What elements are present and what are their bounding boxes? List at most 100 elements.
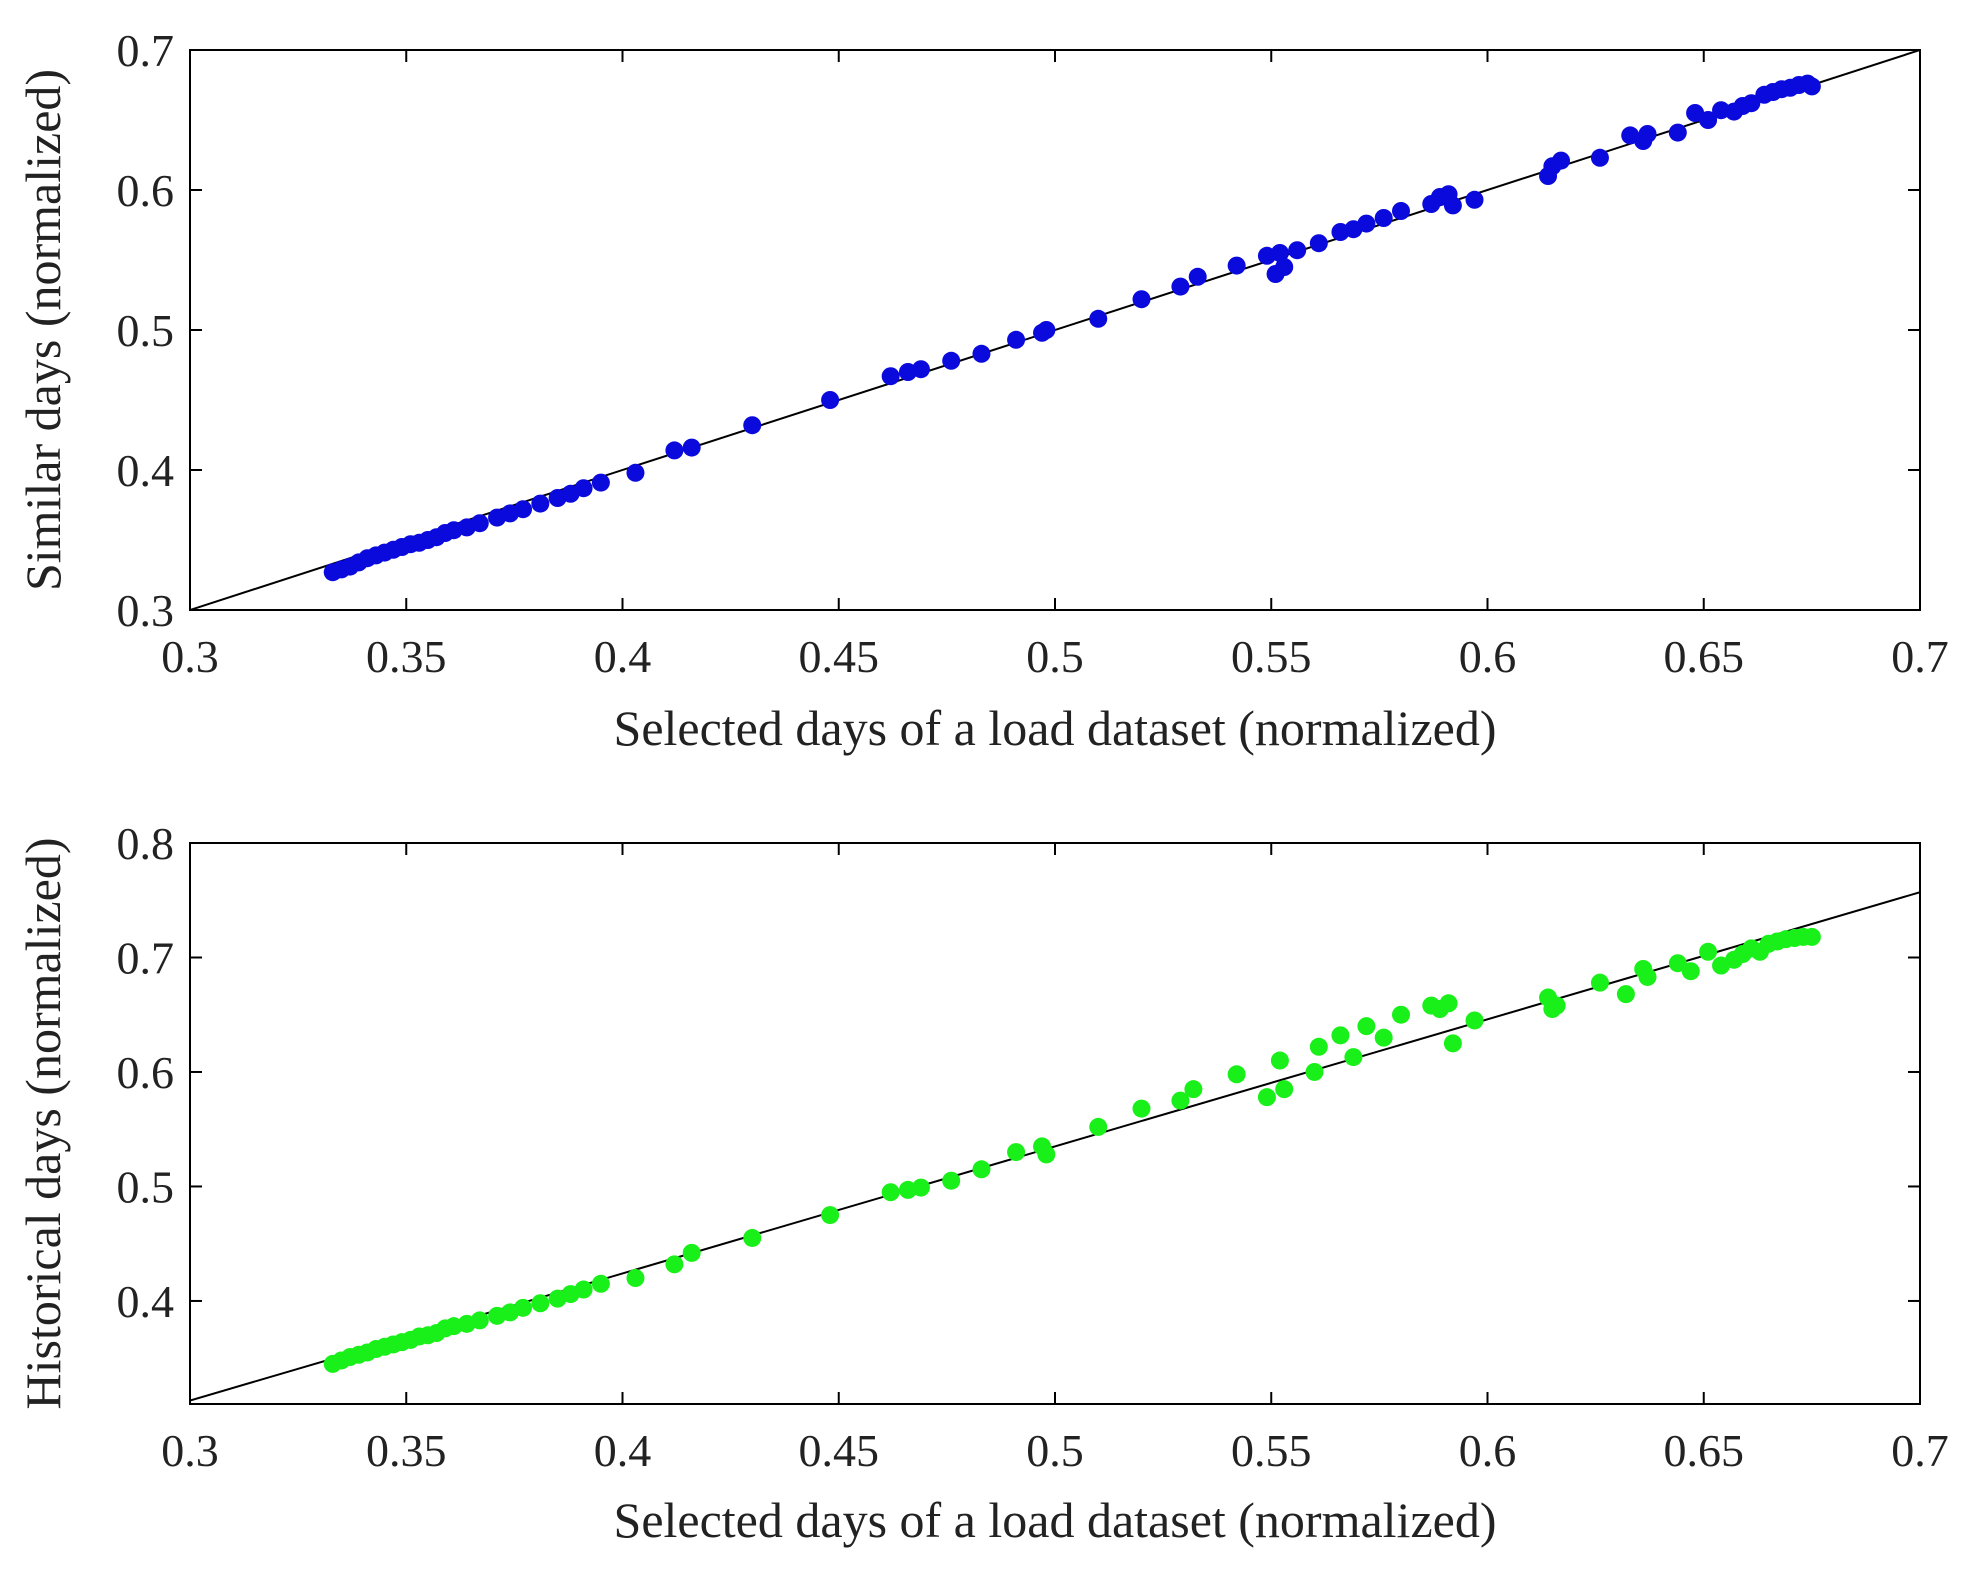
top-scatter-point — [1132, 290, 1151, 309]
top-scatter-point — [682, 438, 701, 457]
top-x-tick-label: 0.35 — [366, 631, 447, 682]
bottom-scatter-point — [1590, 973, 1609, 992]
top-scatter-point — [743, 416, 762, 435]
top-x-axis-label: Selected days of a load dataset (normali… — [614, 700, 1497, 756]
top-scatter-point — [1443, 196, 1462, 215]
top-scatter-point — [1275, 258, 1294, 276]
top-scatter-point — [574, 479, 593, 498]
bottom-scatter-point — [1681, 962, 1700, 981]
top-y-tick-label: 0.7 — [117, 25, 175, 76]
bottom-scatter-point — [1699, 942, 1718, 961]
bottom-scatter-point — [911, 1178, 930, 1197]
top-scatter-point — [1089, 309, 1108, 328]
bottom-scatter-point — [1374, 1028, 1393, 1047]
bottom-y-tick-label: 0.8 — [117, 818, 175, 869]
top-scatter-point — [1465, 190, 1484, 209]
top-scatter-point — [942, 351, 961, 370]
top-scatter-point — [531, 494, 550, 513]
top-scatter-point — [821, 391, 840, 409]
bottom-scatter-point — [1227, 1065, 1246, 1084]
top-scatter-point — [1188, 267, 1207, 286]
top-scatter-point — [1007, 330, 1026, 349]
top-scatter-point — [1668, 123, 1687, 142]
bottom-x-tick-label: 0.5 — [1026, 1425, 1084, 1476]
bottom-scatter-point — [1037, 1145, 1056, 1164]
top-scatter-point — [1552, 151, 1571, 170]
bottom-x-tick-label: 0.35 — [366, 1425, 447, 1476]
top-scatter-point — [1357, 214, 1376, 233]
bottom-scatter-point — [1007, 1143, 1026, 1162]
top-scatter-point — [1712, 101, 1731, 120]
bottom-x-axis-label: Selected days of a load dataset (normali… — [614, 1492, 1497, 1548]
top-scatter-point — [1392, 202, 1410, 220]
bottom-scatter-point — [665, 1255, 684, 1274]
bottom-scatter-point — [626, 1269, 645, 1288]
bottom-scatter-point — [1668, 954, 1687, 973]
bottom-scatter-point — [514, 1298, 533, 1317]
bottom-scatter-point — [1132, 1099, 1151, 1118]
bottom-scatter-point — [743, 1228, 762, 1247]
top-scatter-point — [881, 367, 900, 386]
bottom-y-tick-label: 0.4 — [117, 1276, 175, 1327]
bottom-scatter-point — [1638, 967, 1657, 986]
top-scatter-point — [665, 441, 684, 460]
top-y-tick-label: 0.4 — [117, 445, 175, 496]
bottom-scatter-point — [1257, 1088, 1276, 1107]
top-y-tick-label: 0.5 — [117, 305, 175, 356]
bottom-scatter-point — [1305, 1062, 1324, 1081]
bottom-scatter-point — [1270, 1051, 1289, 1070]
bottom-scatter-point — [1275, 1080, 1294, 1099]
top-plot-area — [190, 50, 1920, 610]
chart-bottom-historical-days: 0.3 0.35 0.4 0.45 0.5 0.55 0.6 0.65 0.7 0.4 0.5 0.6… — [15, 818, 1949, 1548]
bottom-scatter-point — [821, 1206, 840, 1225]
top-scatter-point — [911, 360, 930, 379]
top-scatter-point — [1171, 277, 1190, 296]
bottom-scatter-point — [972, 1160, 991, 1179]
bottom-x-tick-label: 0.45 — [799, 1425, 880, 1476]
bottom-scatter-point — [1443, 1034, 1462, 1053]
top-scatter-point — [1309, 234, 1328, 253]
top-scatter-point — [1802, 77, 1821, 96]
top-y-tick-label: 0.6 — [117, 165, 175, 216]
bottom-scatter-point — [942, 1171, 961, 1190]
bottom-scatter-point — [1802, 927, 1821, 946]
bottom-scatter-point — [531, 1294, 550, 1313]
bottom-scatter-point — [591, 1274, 610, 1293]
top-scatter-point — [591, 473, 610, 492]
top-x-tick-label: 0.6 — [1459, 631, 1517, 682]
bottom-y-tick-label: 0.6 — [117, 1047, 175, 1098]
top-scatter-point — [626, 463, 645, 482]
bottom-scatter-point — [1184, 1080, 1203, 1099]
bottom-scatter-point — [1465, 1011, 1484, 1030]
top-y-tick-label: 0.3 — [117, 585, 175, 636]
top-scatter-point — [470, 514, 489, 533]
top-y-axis-label: Similar days (normalized) — [15, 69, 71, 591]
chart-top-similar-days: 0.3 0.35 0.4 0.45 0.5 0.55 0.6 0.65 0.7 0.3 0.4 0.5… — [15, 25, 1949, 756]
bottom-scatter-point — [1439, 994, 1458, 1013]
bottom-plot-area — [190, 891, 1920, 1402]
bottom-scatter-point — [682, 1243, 701, 1262]
bottom-scatter-point — [881, 1183, 900, 1202]
top-x-tick-label: 0.45 — [799, 631, 880, 682]
top-scatter-point — [1590, 148, 1609, 167]
bottom-x-tick-label: 0.65 — [1664, 1425, 1745, 1476]
top-scatter-point — [1227, 256, 1246, 275]
top-scatter-point — [1374, 209, 1393, 227]
bottom-x-tick-label: 0.6 — [1459, 1425, 1517, 1476]
bottom-scatter-point — [1309, 1037, 1328, 1056]
bottom-scatter-point — [1171, 1091, 1190, 1110]
bottom-y-tick-label: 0.5 — [117, 1161, 175, 1212]
top-x-tick-label: 0.55 — [1231, 631, 1312, 682]
bottom-scatter-point — [1357, 1017, 1376, 1036]
bottom-scatter-point — [1331, 1026, 1350, 1045]
bottom-y-tick-label: 0.7 — [117, 932, 175, 983]
top-scatter-point — [1288, 241, 1307, 260]
top-x-tick-label: 0.7 — [1891, 631, 1949, 682]
bottom-x-tick-label: 0.55 — [1231, 1425, 1312, 1476]
top-scatter-point — [1742, 94, 1761, 113]
bottom-scatter-point — [1089, 1117, 1108, 1136]
bottom-x-tick-label: 0.7 — [1891, 1425, 1949, 1476]
top-scatter-point — [1699, 111, 1718, 129]
bottom-scatter-point — [470, 1311, 489, 1330]
